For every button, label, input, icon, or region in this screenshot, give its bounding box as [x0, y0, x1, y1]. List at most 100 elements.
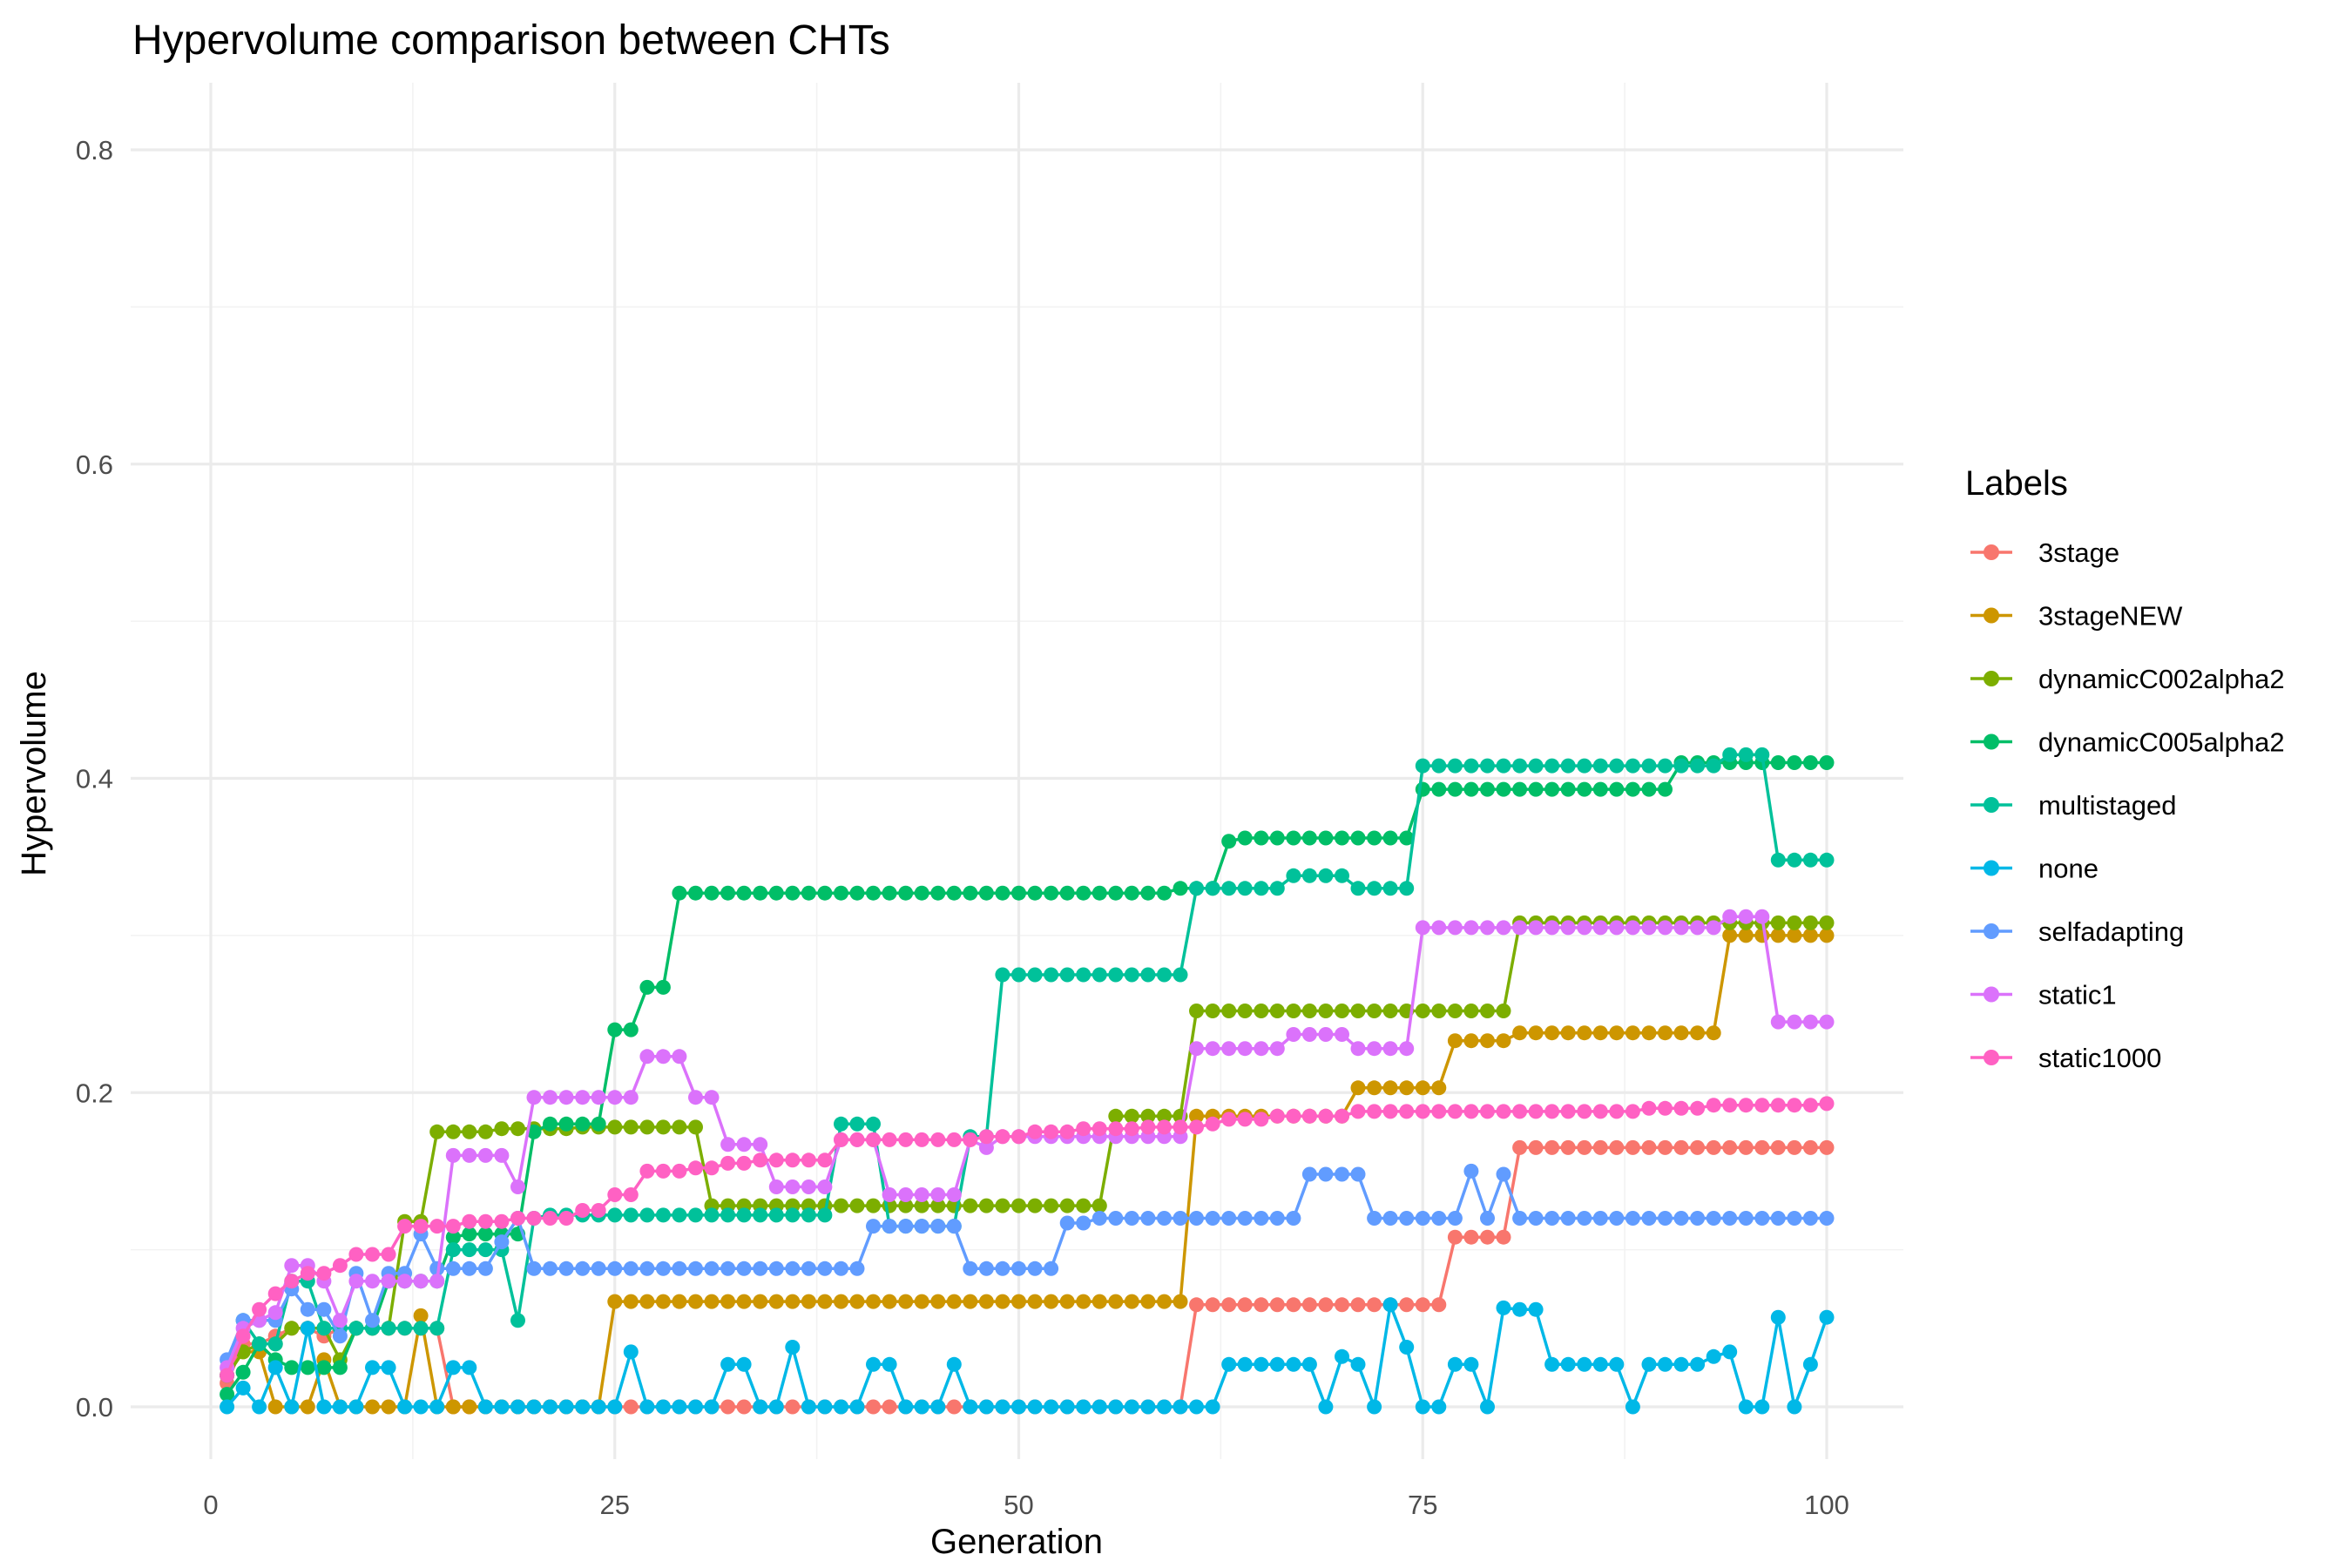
data-point: [736, 1155, 752, 1171]
data-point: [1059, 885, 1075, 901]
data-point: [1059, 1124, 1075, 1139]
data-point: [623, 1022, 639, 1037]
y-axis-ticks: 0.0 0.2 0.4 0.6 0.8: [76, 135, 113, 1423]
data-point: [1802, 928, 1818, 943]
data-point: [1059, 1399, 1075, 1415]
data-point: [510, 1179, 525, 1194]
data-point: [866, 1132, 881, 1147]
data-point: [1399, 1080, 1415, 1096]
data-point: [1301, 1356, 1317, 1372]
data-point: [543, 1260, 558, 1276]
data-point: [1076, 1215, 1092, 1231]
data-point: [1205, 1399, 1220, 1415]
data-point: [1335, 1004, 1349, 1018]
data-point: [445, 1219, 461, 1234]
data-point: [1625, 781, 1640, 797]
data-point: [413, 1399, 429, 1415]
data-point: [688, 1160, 703, 1176]
data-point: [1544, 1104, 1560, 1119]
data-point: [849, 1198, 865, 1213]
data-point: [914, 1198, 929, 1213]
data-point: [1382, 1080, 1398, 1096]
data-point: [1124, 1121, 1139, 1137]
data-point: [284, 1399, 300, 1415]
data-point: [930, 1187, 946, 1202]
data-point: [332, 1399, 348, 1415]
data-point: [882, 1399, 897, 1415]
data-point: [978, 885, 994, 901]
data-point: [817, 885, 833, 901]
data-point: [477, 1147, 493, 1163]
data-point: [1382, 881, 1398, 896]
data-point: [1059, 1294, 1075, 1309]
data-point: [882, 1187, 897, 1202]
data-point: [1802, 1139, 1818, 1155]
data-point: [1254, 881, 1269, 896]
data-point: [543, 1116, 558, 1132]
data-point: [655, 1049, 671, 1064]
data-point: [1431, 1004, 1447, 1018]
data-point: [704, 1090, 720, 1105]
data-point: [704, 1294, 720, 1309]
legend-item-dynamicC002alpha2: dynamicC002alpha2: [1970, 664, 2285, 694]
data-point: [1382, 1104, 1398, 1119]
data-point: [866, 885, 881, 901]
data-point: [785, 1294, 801, 1309]
data-point: [1301, 830, 1317, 846]
data-point: [1754, 909, 1770, 924]
data-point: [252, 1301, 267, 1317]
data-point: [477, 1227, 493, 1242]
data-point: [1512, 1104, 1528, 1119]
data-point: [445, 1124, 461, 1139]
data-point: [1108, 1294, 1124, 1309]
data-point: [1108, 1108, 1124, 1124]
data-point: [1431, 758, 1447, 774]
data-point: [1480, 920, 1495, 936]
data-point: [1237, 1297, 1253, 1313]
data-point: [1108, 1211, 1124, 1226]
data-point: [591, 1399, 606, 1415]
data-point: [785, 885, 801, 901]
data-point: [1496, 1166, 1511, 1182]
data-point: [1625, 1104, 1640, 1119]
data-point: [1286, 1297, 1301, 1313]
data-point: [1512, 758, 1528, 774]
legend-marker: [1984, 986, 1999, 1003]
data-point: [1092, 967, 1107, 983]
series-line: [225, 1169, 1827, 1361]
data-point: [1399, 1104, 1415, 1119]
legend-label: 3stage: [2038, 537, 2119, 568]
data-point: [1819, 1096, 1835, 1112]
data-point: [1044, 885, 1059, 901]
data-point: [1335, 1166, 1349, 1182]
data-point: [381, 1360, 396, 1375]
data-point: [1560, 1104, 1576, 1119]
data-point: [332, 1313, 348, 1328]
data-point: [510, 1121, 525, 1137]
data-point: [429, 1399, 445, 1415]
data-point: [1787, 852, 1802, 868]
data-point: [995, 1129, 1010, 1145]
data-point: [1254, 1297, 1269, 1313]
data-point: [1431, 781, 1447, 797]
data-point: [736, 1356, 752, 1372]
data-point: [1802, 1211, 1818, 1226]
data-point: [1722, 1344, 1738, 1360]
data-point: [413, 1308, 429, 1323]
data-point: [1286, 1108, 1301, 1124]
data-point: [1480, 781, 1495, 797]
data-point: [1318, 868, 1334, 883]
data-point: [1658, 1211, 1673, 1226]
data-point: [1641, 1356, 1657, 1372]
data-point: [1706, 1211, 1721, 1226]
data-point: [1754, 747, 1770, 762]
legend-label: static1: [2038, 980, 2117, 1010]
data-point: [1577, 758, 1592, 774]
data-point: [1189, 1041, 1204, 1057]
data-point: [720, 1155, 736, 1171]
data-point: [1173, 881, 1188, 896]
data-point: [1592, 781, 1608, 797]
data-point: [591, 1260, 606, 1276]
data-point: [1415, 1104, 1430, 1119]
data-point: [429, 1274, 445, 1289]
